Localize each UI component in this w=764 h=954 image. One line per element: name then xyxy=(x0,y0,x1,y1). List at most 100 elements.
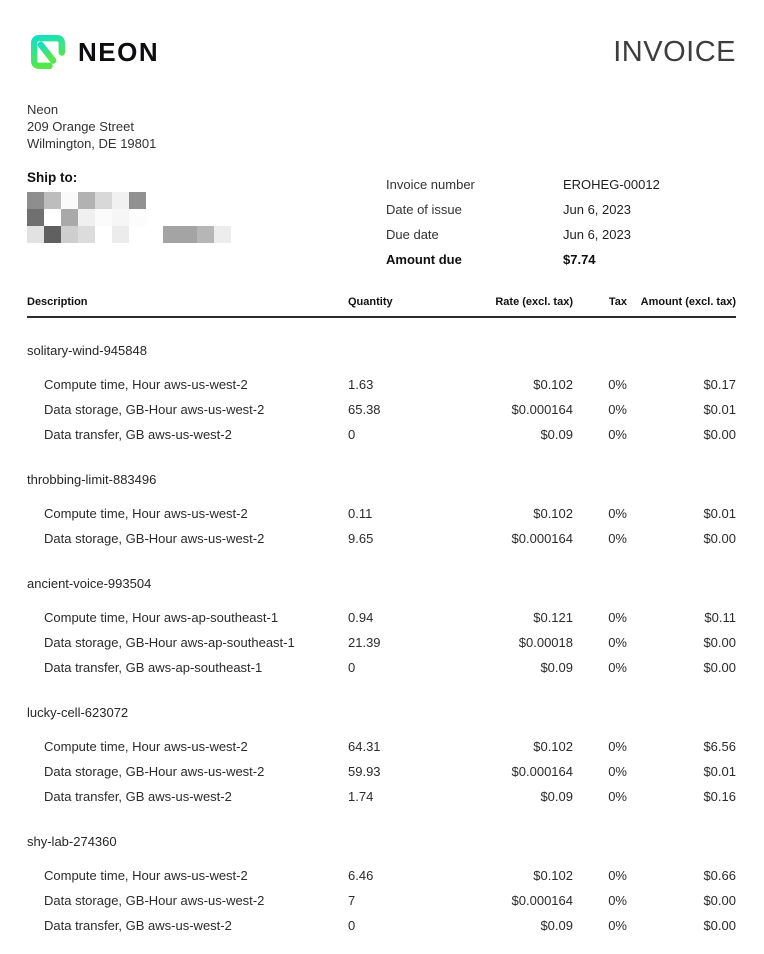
line-item-amount: $0.00 xyxy=(703,918,736,933)
line-item-tax: 0% xyxy=(608,868,627,883)
line-item-row: Data storage, GB-Hour aws-us-west-2 59.93… xyxy=(27,759,736,784)
line-item-amount: $0.00 xyxy=(703,531,736,546)
line-item-quantity: 64.31 xyxy=(348,739,381,754)
redaction-row-1 xyxy=(27,192,386,209)
redaction-row-2 xyxy=(27,209,386,226)
ship-to-label: Ship to: xyxy=(27,170,78,185)
line-item-amount: $0.01 xyxy=(703,764,736,779)
line-item-row: Data transfer, GB aws-us-west-2 0 $0.09 0% $… xyxy=(27,913,736,938)
project-name: ancient-voice-993504 xyxy=(27,576,152,591)
column-header-rate: Rate (excl. tax) xyxy=(495,296,573,308)
line-item-amount: $0.01 xyxy=(703,506,736,521)
line-item-quantity: 0.11 xyxy=(348,506,373,521)
detail-label: Amount due xyxy=(386,252,462,267)
redaction-pixel xyxy=(44,209,61,226)
project-section: shy-lab-274360 Compute time, Hour aws-us-… xyxy=(27,833,736,938)
redaction-pixel xyxy=(163,226,180,243)
neon-logo-icon xyxy=(31,35,65,69)
redaction-pixel xyxy=(61,192,78,209)
column-header-amount: Amount (excl. tax) xyxy=(640,296,736,308)
redaction-pixel xyxy=(61,226,78,243)
project-line-items: Compute time, Hour aws-ap-southeast-1 0.9… xyxy=(27,605,736,680)
line-item-quantity: 0 xyxy=(348,427,356,442)
project-name: solitary-wind-945848 xyxy=(27,343,147,358)
redaction-pixel xyxy=(61,209,78,226)
line-item-amount: $0.00 xyxy=(703,427,736,442)
redaction-pixel xyxy=(78,209,95,226)
line-item-row: Compute time, Hour aws-us-west-2 64.31 $0.… xyxy=(27,734,736,759)
line-item-quantity: 0 xyxy=(348,918,356,933)
line-item-quantity: 0.94 xyxy=(348,610,374,625)
project-line-items: Compute time, Hour aws-us-west-2 0.11 $0.1… xyxy=(27,501,736,551)
line-item-amount: $6.56 xyxy=(703,739,736,754)
line-item-quantity: 6.46 xyxy=(348,868,374,883)
ship-to-redacted-address xyxy=(27,192,386,243)
redaction-pixel xyxy=(78,192,95,209)
line-item-row: Data transfer, GB aws-us-west-2 1.74 $0.09… xyxy=(27,784,736,809)
detail-row: Due date Jun 6, 2023 xyxy=(386,222,736,247)
line-item-description: Compute time, Hour aws-us-west-2 xyxy=(44,868,248,883)
line-item-amount: $0.01 xyxy=(703,402,736,417)
company-address-line-3: Wilmington, DE 19801 xyxy=(27,136,157,151)
line-item-row: Data storage, GB-Hour aws-us-west-2 65.38… xyxy=(27,397,736,422)
line-item-description: Data transfer, GB aws-ap-southeast-1 xyxy=(44,660,263,675)
detail-row: Date of issue Jun 6, 2023 xyxy=(386,197,736,222)
line-item-amount: $0.16 xyxy=(703,789,736,804)
line-item-row: Compute time, Hour aws-us-west-2 0.11 $0.1… xyxy=(27,501,736,526)
column-header-description: Description xyxy=(27,296,88,308)
line-item-quantity: 21.39 xyxy=(348,635,381,650)
detail-label: Invoice number xyxy=(386,177,475,192)
line-item-quantity: 1.74 xyxy=(348,789,374,804)
line-item-rate: $0.09 xyxy=(540,918,573,933)
line-item-row: Data storage, GB-Hour aws-ap-southeast-1… xyxy=(27,630,736,655)
company-address-line-1: Neon xyxy=(27,102,59,117)
line-item-tax: 0% xyxy=(608,789,627,804)
line-item-tax: 0% xyxy=(608,427,627,442)
project-section: throbbing-limit-883496 Compute time, Hour… xyxy=(27,471,736,551)
line-item-row: Data storage, GB-Hour aws-us-west-2 7 $0.0… xyxy=(27,888,736,913)
redaction-pixel xyxy=(44,192,61,209)
line-item-description: Data transfer, GB aws-us-west-2 xyxy=(44,427,232,442)
detail-row: Amount due $7.74 xyxy=(386,247,736,272)
line-item-tax: 0% xyxy=(608,377,627,392)
line-item-amount: $0.00 xyxy=(703,660,736,675)
line-item-amount: $0.17 xyxy=(703,377,736,392)
line-item-tax: 0% xyxy=(608,402,627,417)
line-item-tax: 0% xyxy=(608,918,627,933)
line-item-description: Data transfer, GB aws-us-west-2 xyxy=(44,789,232,804)
brand-name: NEON xyxy=(78,36,160,67)
line-item-tax: 0% xyxy=(608,764,627,779)
line-item-tax: 0% xyxy=(608,660,627,675)
project-line-items: Compute time, Hour aws-us-west-2 1.63 $0.1… xyxy=(27,372,736,447)
line-item-rate: $0.102 xyxy=(533,377,573,392)
line-item-amount: $0.66 xyxy=(703,868,736,883)
company-address: Neon 209 Orange Street Wilmington, DE 1980… xyxy=(27,101,736,152)
top-bar: NEON INVOICE xyxy=(27,30,736,74)
line-item-quantity: 1.63 xyxy=(348,377,374,392)
table-header-row: Description Quantity Rate (excl. tax) Ta… xyxy=(27,296,736,318)
redaction-pixel xyxy=(27,226,44,243)
line-item-rate: $0.000164 xyxy=(511,893,573,908)
redaction-pixel xyxy=(27,209,44,226)
redaction-pixel xyxy=(112,192,129,209)
line-item-row: Compute time, Hour aws-us-west-2 1.63 $0.1… xyxy=(27,372,736,397)
line-item-amount: $0.00 xyxy=(703,893,736,908)
invoice-table: Description Quantity Rate (excl. tax) Ta… xyxy=(27,296,736,938)
redaction-pixel xyxy=(129,192,146,209)
line-item-rate: $0.000164 xyxy=(511,531,573,546)
detail-label: Due date xyxy=(386,227,439,242)
redaction-pixel xyxy=(146,226,163,243)
ship-to-block: Ship to: xyxy=(27,170,386,272)
invoice-title: INVOICE xyxy=(613,35,736,68)
line-item-quantity: 65.38 xyxy=(348,402,381,417)
detail-row: Invoice number EROHEG-00012 xyxy=(386,172,736,197)
detail-value: Jun 6, 2023 xyxy=(563,202,631,217)
project-line-items: Compute time, Hour aws-us-west-2 6.46 $0.1… xyxy=(27,863,736,938)
line-item-tax: 0% xyxy=(608,531,627,546)
line-item-rate: $0.09 xyxy=(540,427,573,442)
column-header-tax: Tax xyxy=(608,296,627,308)
project-section: solitary-wind-945848 Compute time, Hour a… xyxy=(27,342,736,447)
project-section: lucky-cell-623072 Compute time, Hour aws-… xyxy=(27,704,736,809)
line-item-tax: 0% xyxy=(608,893,627,908)
